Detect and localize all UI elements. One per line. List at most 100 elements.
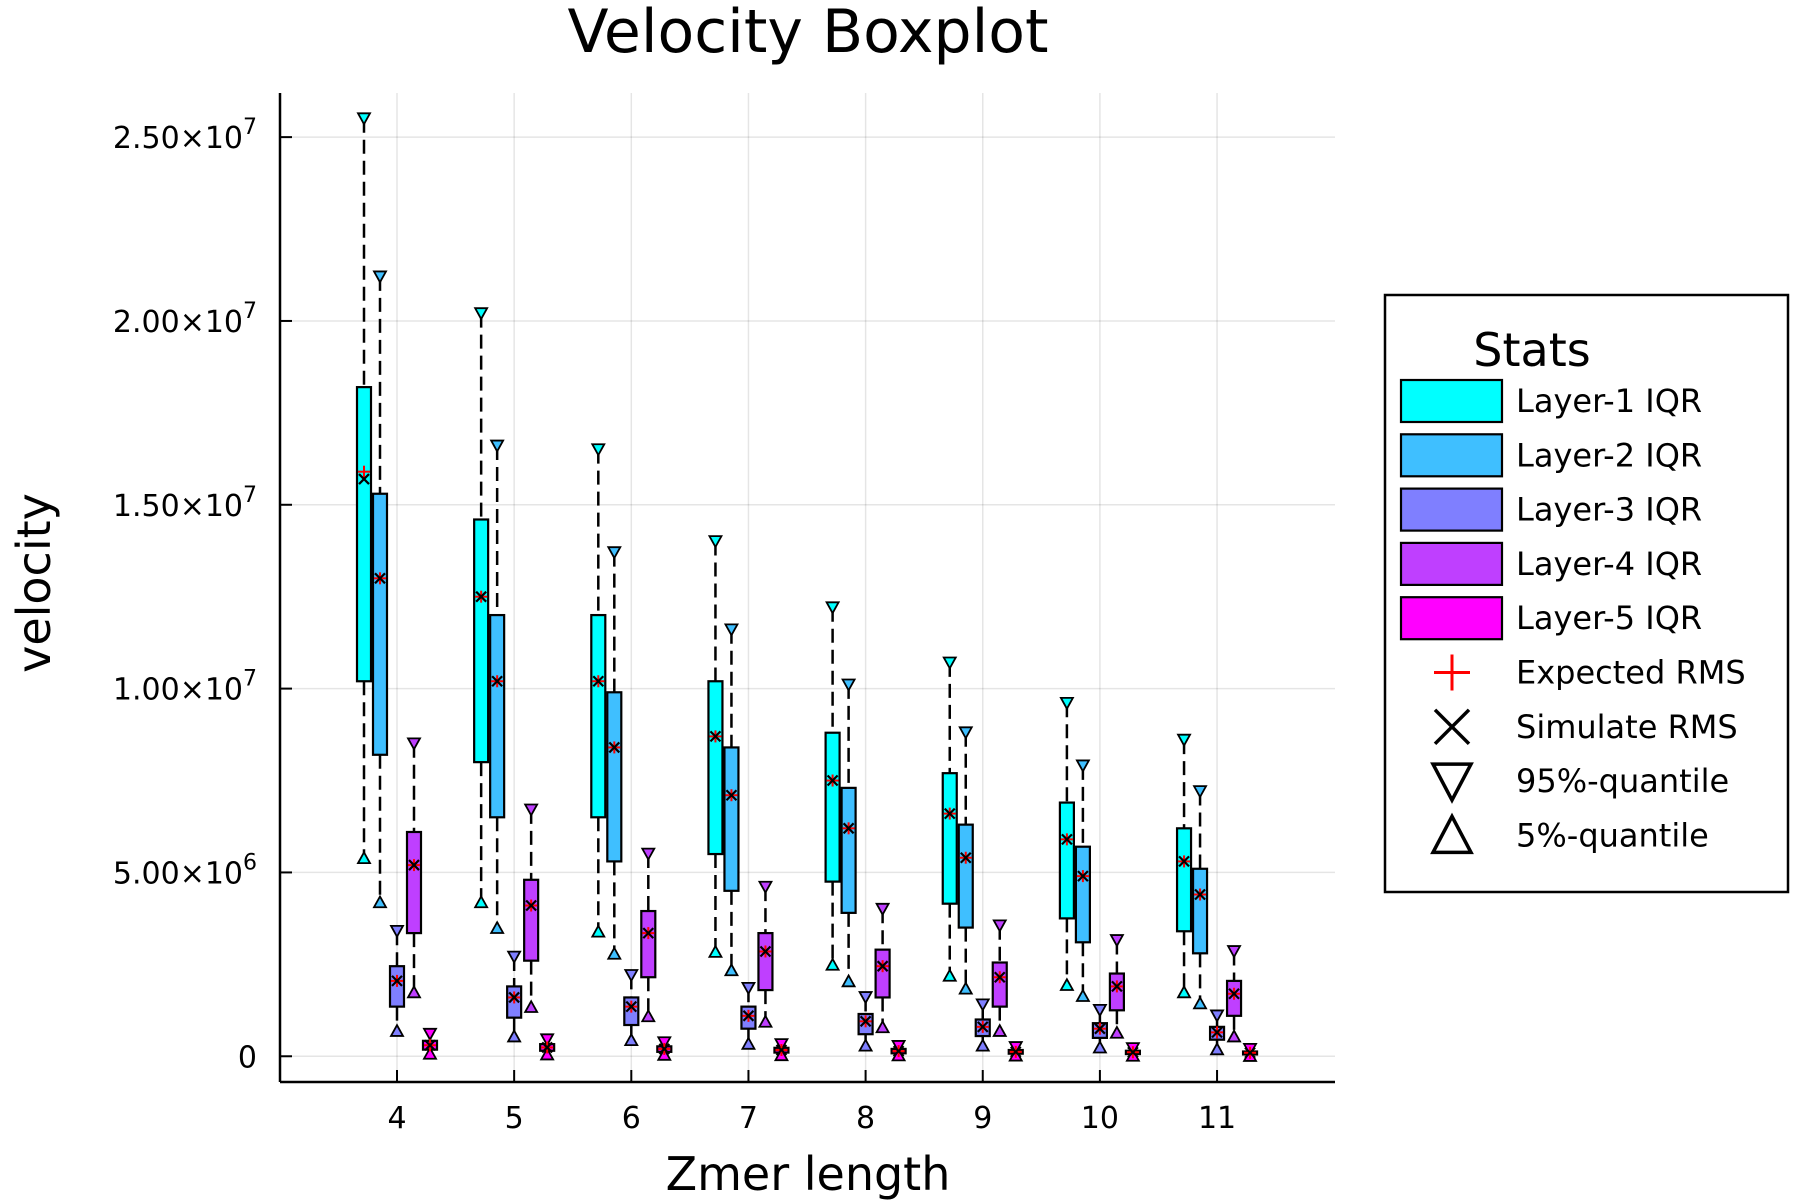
iqr-box (590, 613, 607, 819)
simulate-rms-marker (625, 1000, 638, 1013)
simulate-rms-marker (1009, 1046, 1022, 1058)
x-tick-label: 5 (505, 1101, 524, 1136)
p5-marker (875, 1019, 891, 1034)
p5-marker (975, 1037, 991, 1052)
iqr-box (405, 830, 423, 935)
p95-marker (406, 737, 422, 752)
x-tick-label: 8 (856, 1101, 875, 1136)
y-tick-exponent: 7 (243, 483, 257, 508)
simulate-rms-marker (993, 971, 1006, 983)
simulate-rms-marker (424, 1039, 436, 1052)
x-stroke (1194, 888, 1206, 901)
x-tick-label: 7 (739, 1101, 758, 1136)
x-stroke (525, 899, 537, 912)
plot-axes (278, 93, 1335, 1084)
simulate-rms-marker (775, 1044, 788, 1056)
x-stroke (859, 1015, 872, 1028)
iqr-box (473, 518, 490, 764)
x-stroke (1127, 1046, 1139, 1058)
p95-marker (740, 981, 756, 996)
p95-marker (707, 535, 723, 549)
simulate-rms-marker (842, 822, 855, 835)
x-stroke (1077, 870, 1089, 882)
legend-swatch (1399, 433, 1504, 478)
simulate-rms-marker (408, 859, 420, 871)
simulate-rms-marker (943, 807, 956, 820)
p5-marker (406, 984, 422, 999)
x-stroke (842, 822, 855, 835)
y-axis-title: velocity (7, 493, 61, 673)
x-stroke (1094, 1022, 1106, 1035)
p95-marker (372, 270, 388, 285)
simulate-rms-marker (876, 960, 889, 972)
p95-marker (1192, 785, 1208, 799)
x-stroke (608, 741, 621, 754)
legend-swatch (1399, 487, 1504, 532)
p95-marker (1075, 759, 1091, 774)
x-stroke (1211, 1026, 1223, 1039)
x-stroke (1111, 980, 1123, 993)
p95-marker (841, 678, 857, 693)
x-stroke (943, 807, 956, 820)
simulate-rms-marker (826, 774, 839, 787)
y-tick-label: 5.00×106 (113, 850, 257, 891)
legend-label: Layer-5 IQR (1516, 599, 1702, 637)
y-tick-label: 1.00×107 (113, 667, 257, 708)
p5-marker (422, 1046, 438, 1060)
y-tick-label: 2.50×107 (113, 115, 257, 156)
p5-marker (707, 944, 723, 958)
simulate-rms-marker (1094, 1022, 1106, 1035)
y-tick-mantissa: 2.50×10 (113, 121, 243, 156)
y-tick-exponent: 7 (243, 115, 257, 140)
p95-marker (523, 803, 539, 818)
p5-marker (523, 999, 539, 1013)
p5-marker (757, 1014, 773, 1028)
simulate-rms-marker (658, 1043, 671, 1055)
y-tick-exponent: 7 (243, 299, 257, 324)
legend-expected-rms-icon (1434, 654, 1470, 691)
p95-marker (858, 991, 874, 1005)
p95-marker (590, 443, 606, 457)
p5-marker (640, 1008, 656, 1023)
p5-marker (1092, 1039, 1108, 1054)
x-stroke (826, 774, 839, 787)
x-stroke (1009, 1046, 1022, 1058)
simulate-rms-marker (592, 675, 605, 688)
p5-marker (606, 946, 622, 960)
legend-title: Stats (1473, 323, 1590, 377)
x-stroke (1433, 708, 1471, 746)
simulate-rms-marker (859, 1015, 872, 1028)
y-tick-mantissa: 5.00×10 (113, 856, 243, 891)
simulate-rms-marker (725, 789, 738, 802)
y-tick-label: 1.50×107 (113, 483, 257, 524)
x-stroke (541, 1041, 553, 1054)
p95-marker (489, 439, 505, 454)
p5-marker (356, 850, 372, 865)
x-tick-label: 9 (973, 1101, 992, 1136)
x-stroke (993, 971, 1006, 983)
legend-simulate-rms-icon (1433, 708, 1471, 746)
x-stroke (424, 1039, 436, 1052)
p5-marker (992, 1023, 1008, 1037)
iqr-box (957, 823, 974, 929)
expected-rms-marker (358, 465, 370, 478)
legend-swatch (1399, 596, 1504, 641)
iqr-box (757, 931, 774, 992)
p95-marker (356, 112, 372, 126)
x-stroke (1228, 987, 1240, 1000)
x-stroke (1061, 833, 1073, 846)
iqr-box (1191, 867, 1209, 955)
simulate-rms-marker (608, 741, 621, 754)
x-stroke (408, 859, 420, 871)
p5-marker (590, 924, 606, 938)
series-2 (371, 270, 1209, 1010)
y-tick-mantissa: 2.00×10 (113, 305, 243, 340)
x-stroke (876, 960, 889, 972)
iqr-box (1074, 845, 1092, 944)
p95-marker (975, 998, 991, 1013)
box-series (355, 112, 1259, 1062)
x-stroke (759, 945, 772, 958)
series-5 (421, 1027, 1259, 1062)
p5-marker (389, 1023, 405, 1037)
p5-marker (723, 962, 739, 977)
